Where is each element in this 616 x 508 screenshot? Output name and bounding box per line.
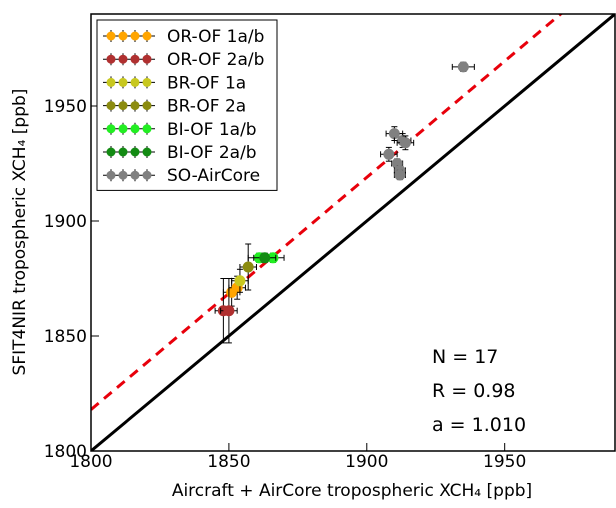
- legend-marker: [118, 77, 128, 87]
- point: [259, 252, 271, 264]
- point: [223, 305, 235, 317]
- y-tick-label: 1950: [44, 97, 87, 117]
- point: [388, 128, 400, 140]
- legend-marker: [106, 101, 116, 111]
- x-tick-label: 1900: [345, 452, 388, 472]
- point: [234, 275, 246, 287]
- legend-marker: [142, 54, 152, 64]
- point: [383, 148, 395, 160]
- legend-marker: [142, 147, 152, 157]
- legend-marker: [130, 77, 140, 87]
- legend-marker: [130, 54, 140, 64]
- legend-marker: [130, 101, 140, 111]
- legend-marker: [106, 124, 116, 134]
- y-tick-label: 1850: [44, 327, 87, 347]
- legend-marker: [106, 77, 116, 87]
- legend-marker: [106, 54, 116, 64]
- annotation: R = 0.98: [432, 380, 516, 402]
- fit-line: [91, 14, 563, 411]
- x-tick-label: 1950: [483, 452, 526, 472]
- legend-marker: [106, 170, 116, 180]
- annotation: N = 17: [432, 346, 498, 368]
- legend-label: BI-OF 1a/b: [167, 120, 257, 140]
- point: [399, 137, 411, 149]
- point: [457, 61, 469, 73]
- annotation: a = 1.010: [432, 414, 526, 436]
- legend-marker: [142, 31, 152, 41]
- legend-marker: [130, 170, 140, 180]
- legend-marker: [130, 147, 140, 157]
- legend-marker: [106, 147, 116, 157]
- legend-label: BI-OF 2a/b: [167, 143, 257, 163]
- plot-frame: [90, 13, 616, 452]
- legend-marker: [118, 31, 128, 41]
- legend-label: BR-OF 1a: [167, 73, 246, 93]
- y-axis-label: SFIT4NIR tropospheric XCH₄ [ppb]: [10, 89, 30, 376]
- legend-marker: [130, 31, 140, 41]
- legend-label: OR-OF 1a/b: [167, 27, 264, 47]
- legend-marker: [118, 101, 128, 111]
- legend-label: OR-OF 2a/b: [167, 50, 264, 70]
- legend-marker: [118, 54, 128, 64]
- legend-label: SO-AirCore: [167, 166, 260, 186]
- y-tick-label: 1900: [44, 212, 87, 232]
- legend-marker: [118, 147, 128, 157]
- legend-marker: [130, 124, 140, 134]
- x-axis-label: Aircraft + AirCore tropospheric XCH₄ [pp…: [172, 481, 532, 501]
- x-tick-label: 1850: [207, 452, 250, 472]
- legend-marker: [142, 124, 152, 134]
- x-tick-label: 1800: [69, 452, 112, 472]
- legend-label: BR-OF 2a: [167, 97, 246, 117]
- legend-marker: [118, 170, 128, 180]
- legend-marker: [118, 124, 128, 134]
- legend-marker: [106, 31, 116, 41]
- legend-marker: [142, 101, 152, 111]
- y-tick-label: 1800: [44, 442, 87, 462]
- one-to-one-line: [91, 14, 615, 451]
- point: [394, 169, 406, 181]
- legend-marker: [142, 170, 152, 180]
- legend-marker: [142, 77, 152, 87]
- point: [242, 261, 254, 273]
